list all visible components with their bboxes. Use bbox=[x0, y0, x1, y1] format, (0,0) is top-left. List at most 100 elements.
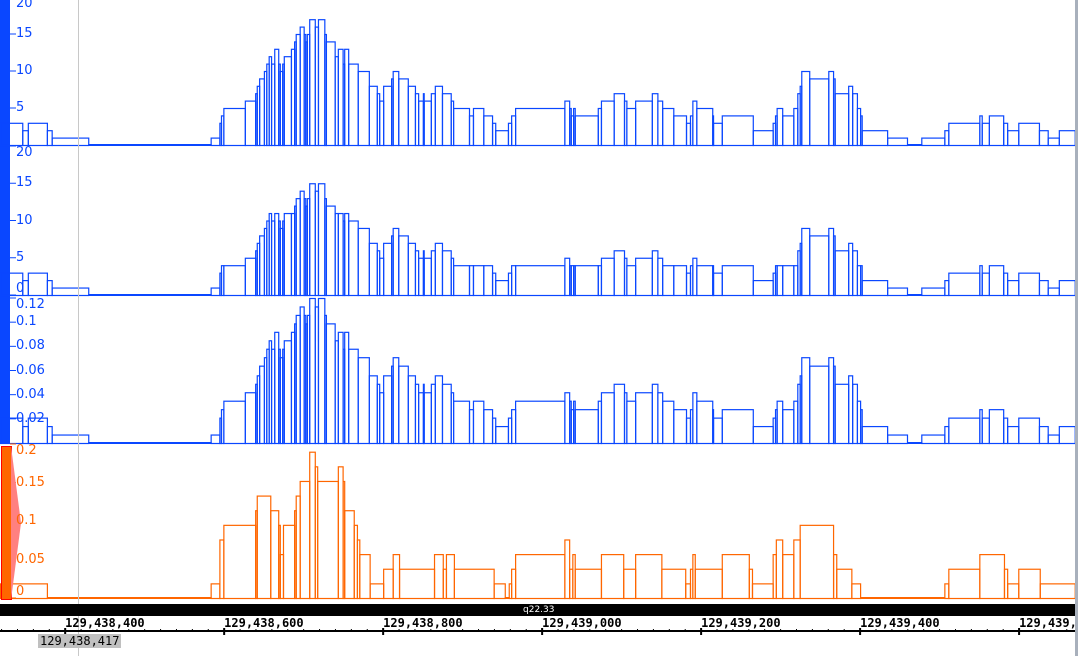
coverage-bar bbox=[613, 93, 626, 147]
coverage-bar bbox=[423, 392, 432, 445]
coverage-bar bbox=[696, 265, 714, 297]
coverage-bar bbox=[357, 227, 370, 297]
coverage-bar bbox=[337, 331, 344, 445]
coverage-bar bbox=[948, 122, 981, 147]
coverage-bar bbox=[392, 357, 400, 445]
axis-label: 0 bbox=[16, 584, 25, 599]
track-3[interactable] bbox=[0, 297, 1076, 445]
coverage-bar bbox=[662, 265, 675, 297]
coverage-bar bbox=[369, 583, 385, 600]
coverage-bar bbox=[299, 480, 311, 600]
coverage-bar bbox=[1058, 425, 1076, 445]
coverage-bar bbox=[712, 122, 723, 147]
track-2[interactable] bbox=[0, 183, 1076, 297]
coverage-bar bbox=[515, 107, 566, 147]
vertical-scrollbar[interactable] bbox=[1075, 0, 1078, 656]
coverage-bar bbox=[600, 257, 615, 297]
coverage-bar bbox=[51, 434, 90, 445]
coverage-bar bbox=[887, 434, 909, 445]
coverage-bar bbox=[776, 107, 784, 147]
coverage-bar bbox=[921, 434, 946, 445]
cytoband-bar[interactable] bbox=[0, 604, 1076, 616]
coverage-bar bbox=[392, 70, 400, 147]
coverage-bar bbox=[851, 583, 862, 600]
axis-label: 20 bbox=[16, 145, 33, 160]
coverage-bar bbox=[483, 115, 494, 147]
ruler-tick-label: 129,439,400 bbox=[860, 616, 940, 630]
coverage-bar bbox=[564, 392, 571, 445]
coverage-bar bbox=[600, 392, 615, 445]
coverage-bar bbox=[259, 365, 266, 445]
coverage-bar bbox=[368, 375, 378, 445]
coverage-bar bbox=[834, 93, 850, 147]
coverage-bar bbox=[776, 265, 784, 297]
coverage-bar bbox=[635, 554, 663, 600]
track-1[interactable] bbox=[0, 19, 1076, 147]
coverage-bar bbox=[317, 183, 326, 297]
coverage-bar bbox=[860, 597, 946, 599]
coverage-bar bbox=[564, 539, 571, 600]
coverage-bar bbox=[662, 107, 675, 147]
coverage-bar bbox=[325, 41, 336, 147]
coverage-bar bbox=[801, 357, 811, 445]
coverage-bar bbox=[600, 554, 625, 600]
coverage-bar bbox=[988, 409, 1005, 445]
coverage-bar bbox=[210, 287, 221, 297]
coverage-bar bbox=[694, 568, 723, 600]
coverage-bar bbox=[752, 130, 774, 147]
coverage-bar bbox=[244, 257, 257, 297]
coverage-bar bbox=[244, 100, 257, 147]
coverage-bar bbox=[782, 115, 795, 147]
coverage-bar bbox=[495, 130, 510, 147]
coverage-bar bbox=[721, 265, 754, 297]
coverage-bar bbox=[337, 212, 344, 297]
coverage-bar bbox=[383, 568, 394, 600]
coverage-bar bbox=[27, 122, 48, 147]
coverage-bar bbox=[626, 400, 637, 445]
coverage-bar bbox=[651, 383, 659, 445]
coverage-bar bbox=[782, 265, 795, 297]
coverage-bar bbox=[1038, 280, 1049, 297]
coverage-bar bbox=[210, 583, 221, 600]
coverage-bar bbox=[398, 568, 436, 600]
coverage-bar bbox=[623, 568, 637, 600]
coverage-bar bbox=[861, 130, 889, 147]
coverage-bar bbox=[515, 265, 566, 297]
coverage-bar bbox=[626, 265, 637, 297]
coverage-bar bbox=[453, 400, 471, 445]
coverage-bar bbox=[317, 19, 326, 147]
coverage-bar bbox=[988, 115, 1005, 147]
axis-label: 0.04 bbox=[16, 386, 45, 402]
coverage-bar bbox=[657, 257, 664, 297]
coverage-bar bbox=[423, 100, 432, 147]
ruler-tick-label: 129,438,600 bbox=[224, 616, 304, 630]
ruler-ticks bbox=[0, 628, 1075, 635]
coverage-bar bbox=[441, 250, 452, 297]
coverage-bar bbox=[434, 375, 444, 445]
coverage-bar bbox=[483, 409, 494, 445]
coverage-bar bbox=[809, 235, 830, 297]
track-4[interactable] bbox=[0, 451, 1076, 600]
coverage-bar bbox=[495, 280, 510, 297]
coverage-bar bbox=[46, 130, 53, 147]
track-color-bar-blue[interactable] bbox=[0, 0, 10, 444]
coverage-bar bbox=[887, 137, 909, 147]
coverage-bar bbox=[453, 107, 471, 147]
ruler-tick-label: 129,439,000 bbox=[542, 616, 622, 630]
coverage-bar bbox=[1007, 130, 1020, 147]
coverage-bar bbox=[799, 524, 835, 600]
coverage-bar bbox=[348, 220, 359, 297]
coverage-bar bbox=[1047, 137, 1060, 147]
coverage-bar bbox=[309, 183, 316, 297]
coverage-bar bbox=[828, 70, 835, 147]
coverage-bar bbox=[398, 78, 409, 147]
coverage-bar bbox=[472, 107, 485, 147]
coverage-bar bbox=[776, 400, 784, 445]
coverage-bar bbox=[383, 85, 393, 147]
coverage-bar bbox=[22, 130, 29, 147]
coverage-bar bbox=[1007, 425, 1020, 445]
coverage-bar bbox=[317, 480, 339, 600]
coverage-bar bbox=[407, 375, 417, 445]
coverage-bar bbox=[828, 357, 835, 445]
coverage-bar bbox=[348, 63, 359, 147]
